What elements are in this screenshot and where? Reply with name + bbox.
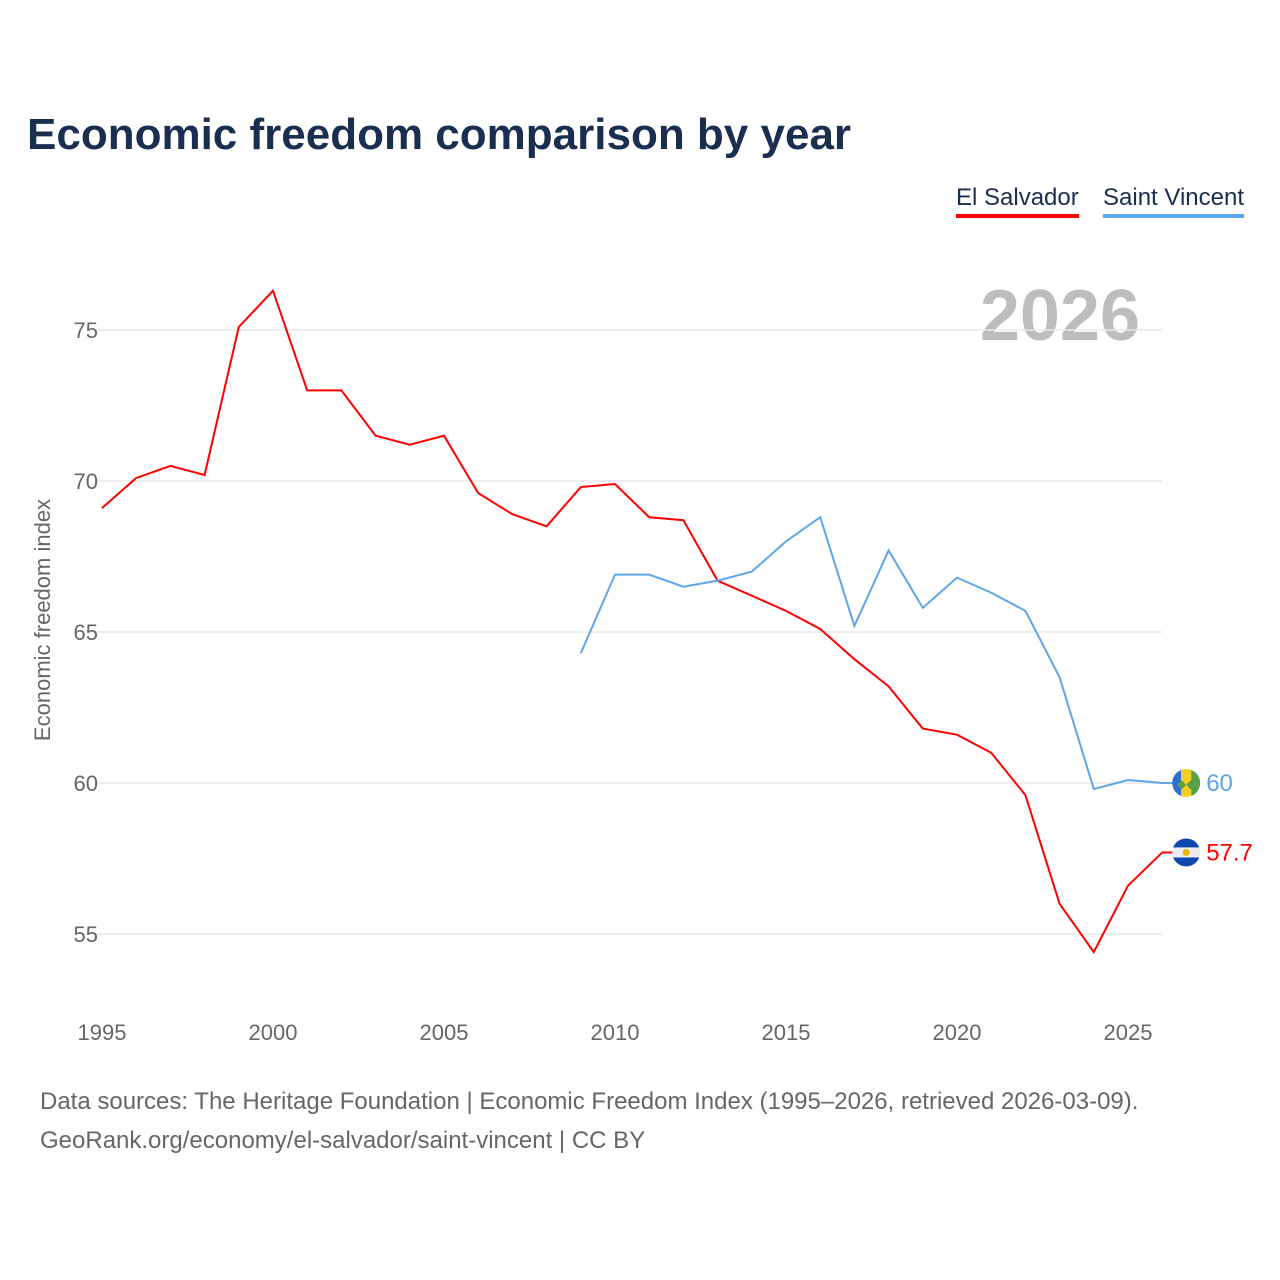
x-tick-label: 2000 <box>249 1020 298 1045</box>
legend-saint-vincent[interactable]: Saint Vincent <box>1103 184 1244 218</box>
x-tick-label: 2025 <box>1104 1020 1153 1045</box>
source-line-1: Data sources: The Heritage Foundation | … <box>40 1088 1139 1115</box>
y-tick-label: 65 <box>74 620 98 645</box>
y-tick-label: 70 <box>74 469 98 494</box>
y-tick-label: 55 <box>74 922 98 947</box>
end-value-label-el-salvador: 57.7 <box>1206 839 1253 866</box>
flag-icon-saint-vincent: ◆◆ <box>1172 769 1201 797</box>
line-chart: 2026 55 60 65 70 75 1995 2000 2005 2010 2015 2020 20… <box>30 276 1253 1045</box>
x-tick-label: 2020 <box>933 1020 982 1045</box>
chart-title: Economic freedom comparison by year <box>27 110 852 159</box>
source-line-2[interactable]: GeoRank.org/economy/el-salvador/saint-vi… <box>40 1127 646 1154</box>
series-line-el-salvador <box>101 288 1175 955</box>
flag-icon-el-salvador <box>1172 838 1201 867</box>
svg-text:◆◆: ◆◆ <box>1177 777 1196 791</box>
x-tick-label: 1995 <box>78 1020 127 1045</box>
y-axis-label: Economic freedom index <box>30 499 55 741</box>
x-tick-label: 2005 <box>420 1020 469 1045</box>
x-tick-label: 2010 <box>591 1020 640 1045</box>
watermark-year: 2026 <box>980 276 1140 356</box>
legend-el-salvador[interactable]: El Salvador <box>956 184 1079 218</box>
y-tick-label: 60 <box>74 771 98 796</box>
x-tick-label: 2015 <box>762 1020 811 1045</box>
end-value-label-saint-vincent: 60 <box>1206 770 1233 797</box>
y-tick-label: 75 <box>74 318 98 343</box>
series-line-saint-vincent <box>579 515 1175 791</box>
